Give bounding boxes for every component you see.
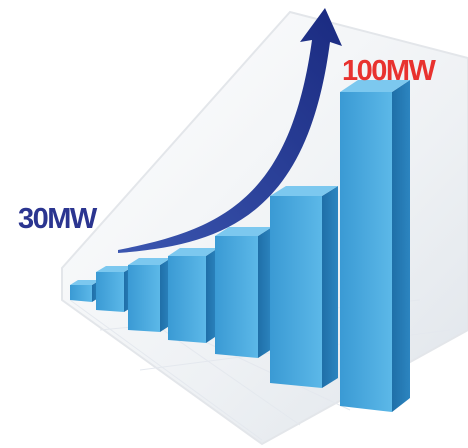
bar xyxy=(270,186,338,388)
start-label: 30MW xyxy=(18,203,98,235)
bar xyxy=(340,80,410,412)
bar xyxy=(168,248,218,343)
bar xyxy=(128,258,171,332)
end-label: 100MW xyxy=(342,55,437,87)
growth-arrow xyxy=(118,8,342,253)
bars xyxy=(70,80,410,412)
bar xyxy=(215,227,272,358)
bar xyxy=(70,280,100,302)
